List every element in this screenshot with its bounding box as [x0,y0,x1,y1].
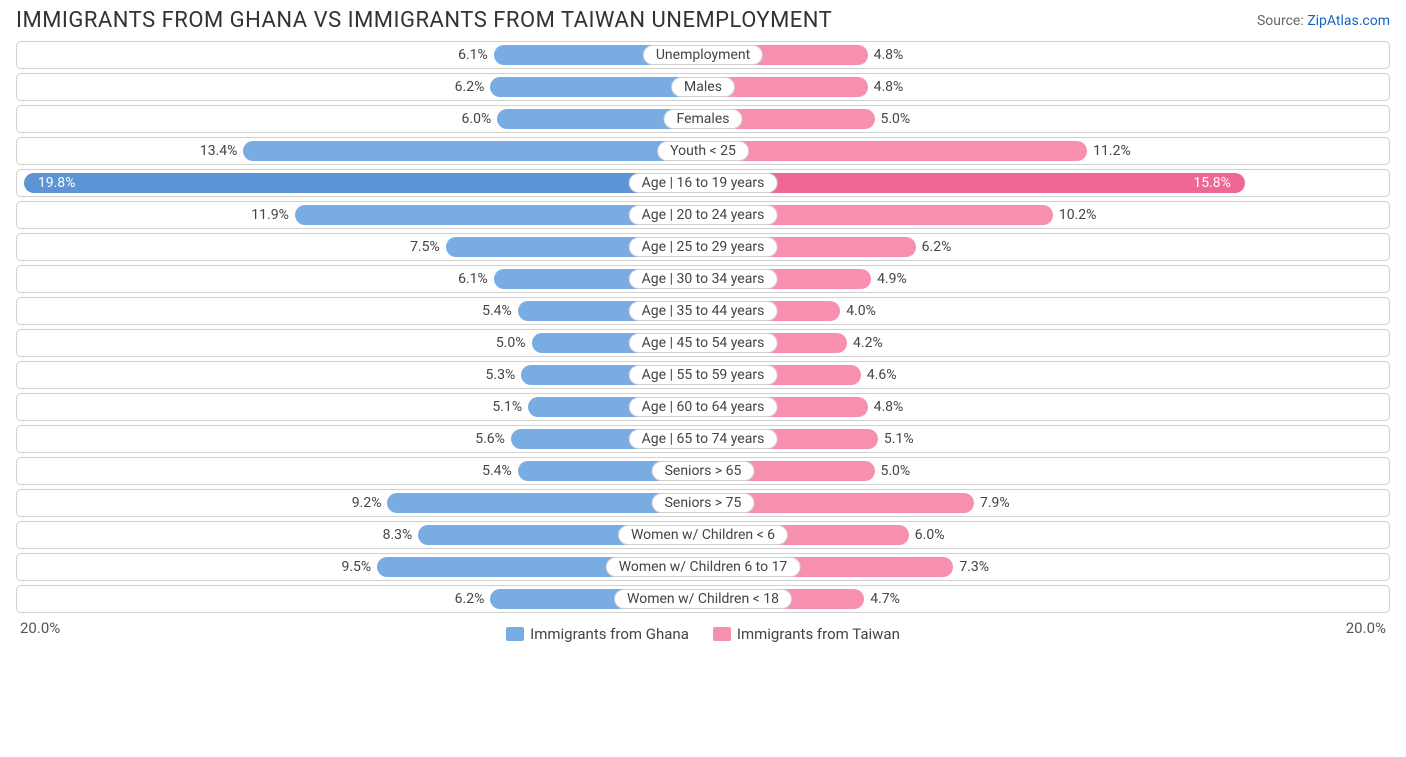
value-label-right: 4.8% [868,47,910,63]
legend: Immigrants from Ghana Immigrants from Ta… [506,619,900,649]
chart-row: 11.9% 10.2% Age | 20 to 24 years [16,201,1390,229]
legend-item-left: Immigrants from Ghana [506,625,689,643]
chart-row: 19.8% 15.8% Age | 16 to 19 years [16,169,1390,197]
chart-row: 6.1% 4.9% Age | 30 to 34 years [16,265,1390,293]
value-label-right: 11.2% [1087,143,1137,159]
value-label-right: 4.8% [868,399,910,415]
value-label-left: 9.2% [346,495,388,511]
value-label-right: 4.7% [864,591,906,607]
legend-label-right: Immigrants from Taiwan [737,625,900,643]
value-label-right: 4.9% [871,271,913,287]
category-label: Age | 20 to 24 years [629,205,778,225]
category-label: Males [671,77,735,97]
category-label: Unemployment [643,45,763,65]
value-label-right: 6.2% [916,239,958,255]
chart-title: IMMIGRANTS FROM GHANA VS IMMIGRANTS FROM… [16,8,832,33]
value-label-right: 7.9% [974,495,1016,511]
value-label-left: 8.3% [377,527,419,543]
legend-label-left: Immigrants from Ghana [530,625,689,643]
category-label: Age | 45 to 54 years [629,333,778,353]
chart-row: 5.0% 4.2% Age | 45 to 54 years [16,329,1390,357]
value-label-right: 5.0% [875,111,917,127]
value-label-right: 5.1% [878,431,920,447]
value-label-left: 11.9% [245,207,295,223]
category-label: Seniors > 65 [652,461,755,481]
value-label-right: 4.8% [868,79,910,95]
chart-header: IMMIGRANTS FROM GHANA VS IMMIGRANTS FROM… [0,0,1406,37]
value-label-left: 6.2% [449,79,491,95]
value-label-left: 5.0% [490,335,532,351]
chart-row: 8.3% 6.0% Women w/ Children < 6 [16,521,1390,549]
value-label-left: 19.8% [32,175,82,191]
value-label-left: 5.1% [486,399,528,415]
axis-row: 20.0% Immigrants from Ghana Immigrants f… [16,617,1390,649]
category-label: Age | 55 to 59 years [629,365,778,385]
value-label-left: 13.4% [194,143,244,159]
chart-row: 6.2% 4.8% Males [16,73,1390,101]
legend-swatch-left [506,627,524,641]
chart-row: 5.3% 4.6% Age | 55 to 59 years [16,361,1390,389]
chart-row: 7.5% 6.2% Age | 25 to 29 years [16,233,1390,261]
legend-swatch-right [713,627,731,641]
chart-row: 9.2% 7.9% Seniors > 75 [16,489,1390,517]
chart-row: 6.1% 4.8% Unemployment [16,41,1390,69]
category-label: Women w/ Children 6 to 17 [606,557,801,577]
chart-source: Source: ZipAtlas.com [1257,13,1390,29]
category-label: Age | 35 to 44 years [629,301,778,321]
category-label: Youth < 25 [657,141,749,161]
value-label-left: 6.1% [452,47,494,63]
value-label-left: 5.6% [469,431,511,447]
value-label-left: 5.3% [480,367,522,383]
chart-row: 9.5% 7.3% Women w/ Children 6 to 17 [16,553,1390,581]
source-link[interactable]: ZipAtlas.com [1307,13,1390,29]
category-label: Seniors > 75 [652,493,755,513]
value-label-left: 5.4% [476,303,518,319]
value-label-right: 4.2% [847,335,889,351]
bar-left: 19.8% [24,173,703,193]
chart-row: 5.4% 4.0% Age | 35 to 44 years [16,297,1390,325]
value-label-right: 10.2% [1053,207,1103,223]
value-label-left: 5.4% [476,463,518,479]
chart-row: 6.0% 5.0% Females [16,105,1390,133]
value-label-left: 7.5% [404,239,446,255]
category-label: Women w/ Children < 6 [618,525,788,545]
bar-right: 15.8% [703,173,1245,193]
category-label: Age | 25 to 29 years [629,237,778,257]
chart-row: 5.1% 4.8% Age | 60 to 64 years [16,393,1390,421]
category-label: Age | 16 to 19 years [629,173,778,193]
value-label-right: 7.3% [953,559,995,575]
chart-row: 13.4% 11.2% Youth < 25 [16,137,1390,165]
value-label-right: 15.8% [1187,175,1237,191]
value-label-left: 6.2% [449,591,491,607]
axis-max-left: 20.0% [20,619,60,649]
chart-row: 6.2% 4.7% Women w/ Children < 18 [16,585,1390,613]
bar-right [703,141,1087,161]
chart-row: 5.4% 5.0% Seniors > 65 [16,457,1390,485]
category-label: Females [664,109,743,129]
category-label: Age | 65 to 74 years [629,429,778,449]
value-label-left: 6.1% [452,271,494,287]
value-label-left: 6.0% [456,111,498,127]
category-label: Age | 60 to 64 years [629,397,778,417]
value-label-right: 4.6% [861,367,903,383]
value-label-right: 6.0% [909,527,951,543]
chart-row: 5.6% 5.1% Age | 65 to 74 years [16,425,1390,453]
axis-legend-area: 20.0% Immigrants from Ghana Immigrants f… [0,617,1406,649]
legend-item-right: Immigrants from Taiwan [713,625,900,643]
category-label: Women w/ Children < 18 [614,589,792,609]
bar-left [243,141,703,161]
value-label-right: 5.0% [875,463,917,479]
category-label: Age | 30 to 34 years [629,269,778,289]
axis-max-right: 20.0% [1346,619,1386,649]
chart-body: 6.1% 4.8% Unemployment 6.2% 4.8% Males 6.0% 5.0… [0,41,1406,613]
value-label-right: 4.0% [840,303,882,319]
value-label-left: 9.5% [335,559,377,575]
